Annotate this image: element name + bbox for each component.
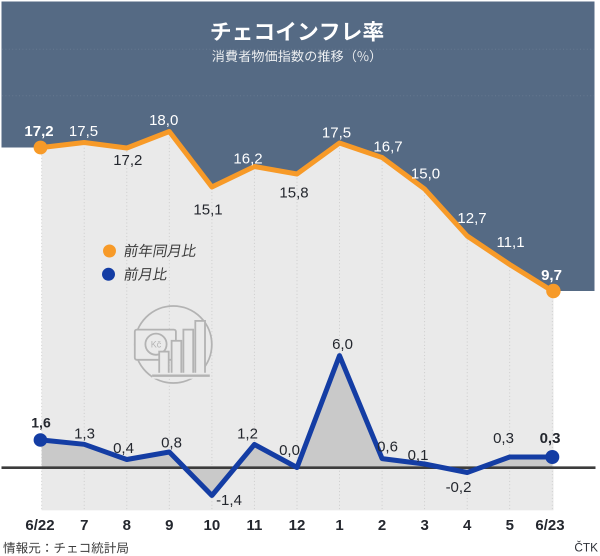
- svg-text:0,0: 0,0: [279, 442, 300, 459]
- svg-text:0,3: 0,3: [540, 430, 561, 447]
- svg-text:0,6: 0,6: [377, 439, 398, 456]
- svg-text:15,1: 15,1: [193, 202, 222, 219]
- svg-text:12: 12: [289, 517, 306, 534]
- svg-text:3: 3: [420, 517, 428, 534]
- svg-text:0,8: 0,8: [161, 435, 182, 452]
- svg-text:6,0: 6,0: [332, 336, 353, 353]
- svg-text:ČTK: ČTK: [574, 541, 598, 555]
- svg-text:4: 4: [463, 517, 472, 534]
- svg-text:-0,2: -0,2: [446, 479, 472, 496]
- svg-text:9,7: 9,7: [541, 267, 562, 284]
- svg-text:8: 8: [123, 517, 131, 534]
- svg-text:15,0: 15,0: [411, 165, 440, 182]
- svg-text:1,3: 1,3: [74, 426, 95, 443]
- svg-text:9: 9: [165, 517, 173, 534]
- svg-text:17,2: 17,2: [24, 123, 53, 140]
- svg-text:18,0: 18,0: [149, 112, 178, 129]
- svg-text:15,8: 15,8: [279, 185, 308, 202]
- svg-text:5: 5: [506, 517, 514, 534]
- svg-text:1,2: 1,2: [237, 426, 258, 443]
- svg-text:16,7: 16,7: [373, 139, 402, 156]
- svg-text:7: 7: [80, 517, 88, 534]
- svg-text:Kč: Kč: [151, 340, 162, 350]
- svg-text:6/22: 6/22: [25, 517, 54, 534]
- svg-text:12,7: 12,7: [457, 210, 486, 227]
- svg-text:17,5: 17,5: [322, 125, 351, 142]
- svg-text:16,2: 16,2: [233, 151, 262, 168]
- svg-text:2: 2: [378, 517, 386, 534]
- svg-text:17,5: 17,5: [69, 123, 98, 140]
- svg-text:11,1: 11,1: [496, 234, 524, 251]
- svg-text:10: 10: [204, 517, 221, 534]
- svg-text:6/23: 6/23: [535, 517, 564, 534]
- svg-text:17,2: 17,2: [113, 152, 142, 169]
- svg-text:1,6: 1,6: [31, 415, 51, 431]
- svg-text:1: 1: [335, 517, 343, 534]
- svg-text:-1,4: -1,4: [216, 492, 242, 509]
- svg-text:0,1: 0,1: [408, 447, 429, 464]
- svg-text:11: 11: [247, 517, 263, 534]
- svg-text:0,4: 0,4: [113, 440, 134, 457]
- svg-text:0,3: 0,3: [493, 430, 514, 447]
